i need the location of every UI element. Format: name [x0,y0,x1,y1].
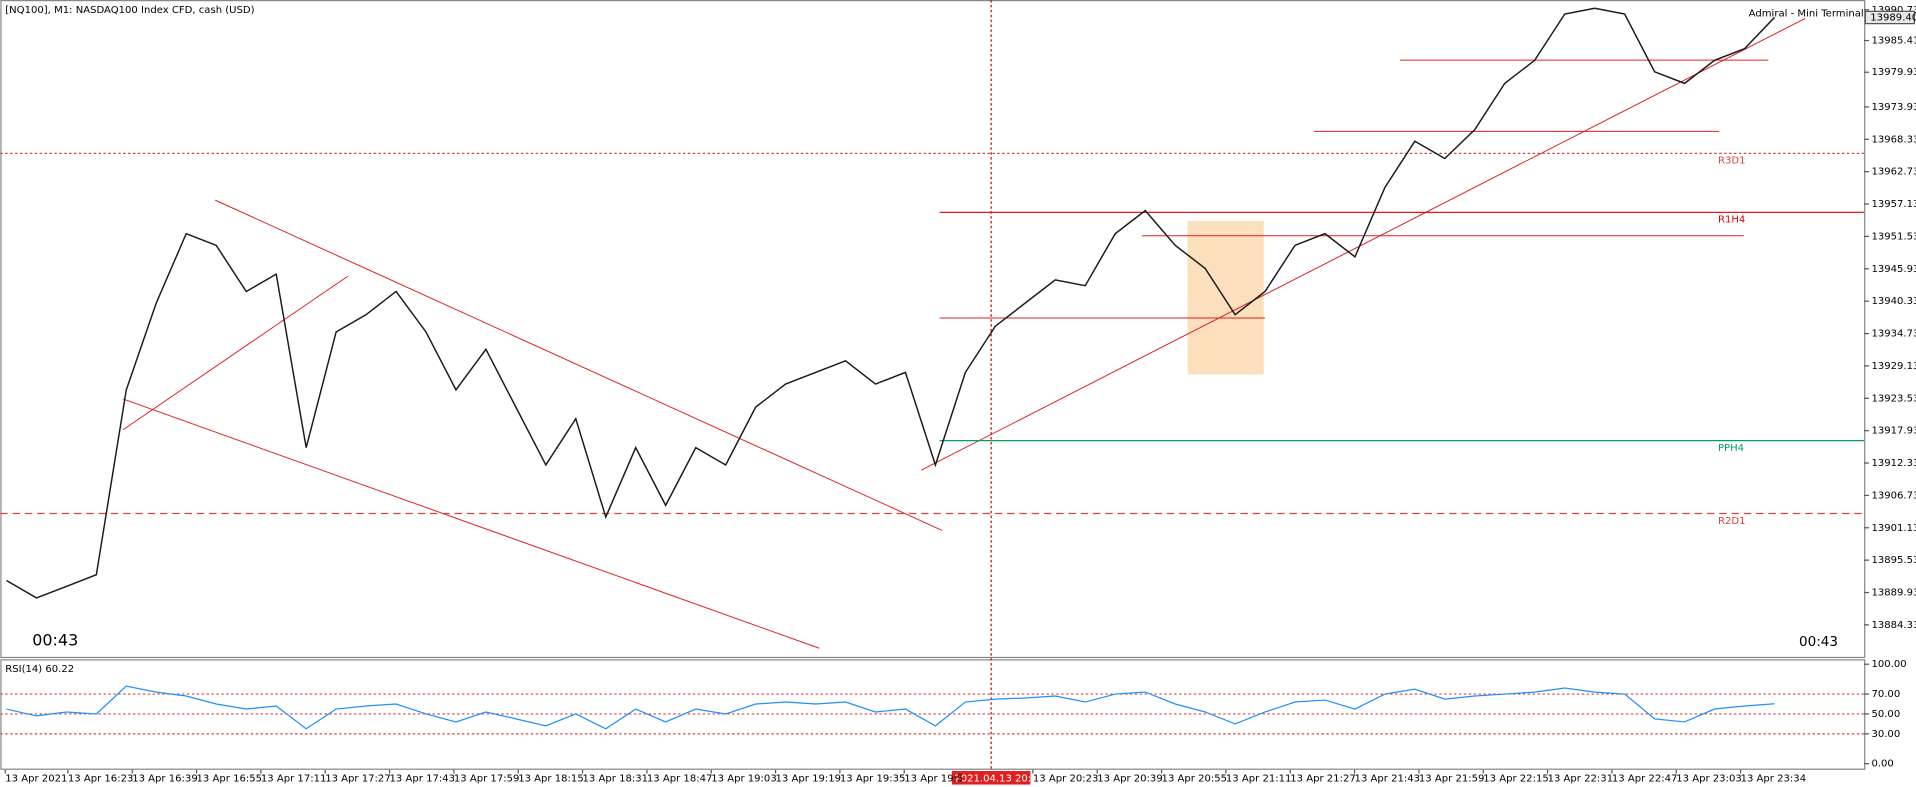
last-price-label: 13989.40 [1870,12,1916,23]
level-label: R3D1 [1718,156,1746,167]
x-tick-label: 13 Apr 21:59 [1419,773,1485,784]
x-tick-label: 13 Apr 19:35 [840,773,906,784]
y-tick-label: 13968.33 [1871,134,1916,145]
last-price-bg [1864,10,1916,25]
timer: 00:43 [32,630,78,649]
rsi-title: RSI(14) 60.22 [5,664,74,675]
rsi-tick-label: 0.00 [1871,759,1893,770]
y-tick-label: 13895.53 [1871,555,1916,566]
x-tick-label: 13 Apr 16:55 [197,773,263,784]
x-tick-label: 13 Apr 22:47 [1612,773,1678,784]
timer: 00:43 [1799,634,1838,650]
x-tick-label: 13 Apr 16:23 [68,773,134,784]
highlight-box [1187,220,1264,375]
y-tick-label: 13934.73 [1871,329,1916,340]
y-tick-label: 13912.33 [1871,458,1916,469]
x-tick-label: 13 Apr 17:43 [390,773,456,784]
y-tick-label: 13940.33 [1871,296,1916,307]
y-tick-label: 13901.13 [1871,523,1916,534]
x-tick-label: 13 Apr 21:27 [1290,773,1356,784]
x-tick-label: 13 Apr 23:34 [1741,773,1807,784]
rsi-tick-label: 70.00 [1871,689,1900,700]
x-tick-label: 13 Apr 18:15 [518,773,584,784]
y-tick-label: 13884.33 [1871,620,1916,631]
y-tick-label: 13951.53 [1871,231,1916,242]
y-tick-label: 13889.93 [1871,588,1916,599]
panel-label: Admiral - Mini Terminal [1749,9,1864,20]
x-tick-label: 13 Apr 17:59 [454,773,520,784]
trend-lines [122,17,1806,649]
y-tick-label: 13929.13 [1871,361,1916,372]
x-tick-label: 13 Apr 2021 [5,773,67,784]
x-tick-label: 13 Apr 22:15 [1483,773,1549,784]
x-tick-label: 13 Apr 18:47 [647,773,713,784]
x-tick-label: 13 Apr 19:03 [711,773,777,784]
y-tick-label: 13973.93 [1871,102,1916,113]
y-tick-label: 13985.41 [1871,36,1916,47]
price-line [6,7,1775,599]
y-tick-label: 13979.93 [1871,67,1916,78]
level-label: R1H4 [1718,215,1745,226]
y-tick-label: 13945.93 [1871,264,1916,275]
x-tick-label: 13 Apr 19:19 [776,773,842,784]
y-tick-label: 13923.53 [1871,393,1916,404]
rsi-tick-label: 50.00 [1871,709,1900,720]
x-tick-label: 13 Apr 16:39 [132,773,198,784]
crosshair-label-bg [951,771,1031,785]
rsi-tick-label: 100.00 [1871,659,1906,670]
y-tick-label: 13990.73 [1871,5,1916,16]
y-tick-label: 13906.73 [1871,490,1916,501]
chart-title: [NQ100], M1: NASDAQ100 Index CFD, cash (… [5,5,254,16]
rsi-line [6,685,1775,730]
x-tick-label: 13 Apr 22:31 [1548,773,1614,784]
level-label: R2D1 [1718,516,1746,527]
rsi-tick-label: 30.00 [1871,729,1900,740]
x-tick-label: 13 Apr 20:39 [1097,773,1163,784]
crosshair-label: 2021.04.13 20:13 [954,773,1044,784]
x-tick-label: 13 Apr 19:5 [904,773,963,784]
x-tick-label: 13 Apr 20:55 [1162,773,1228,784]
x-tick-label: 13 Apr 17:11 [261,773,327,784]
x-tick-label: 13 Apr 17:27 [325,773,391,784]
x-tick-label: 13 Apr 21:11 [1226,773,1292,784]
x-tick-label: 13 Apr 20:23 [1033,773,1099,784]
x-tick-label: 13 Apr 21:43 [1355,773,1421,784]
level-label: PPH4 [1718,443,1744,454]
x-tick-label: 13 Apr 23:03 [1676,773,1742,784]
y-tick-label: 13957.13 [1871,199,1916,210]
y-tick-label: 13962.73 [1871,167,1916,178]
price-panel [0,0,1866,659]
x-tick-label: 13 Apr 18:31 [583,773,649,784]
y-tick-label: 13917.93 [1871,426,1916,437]
